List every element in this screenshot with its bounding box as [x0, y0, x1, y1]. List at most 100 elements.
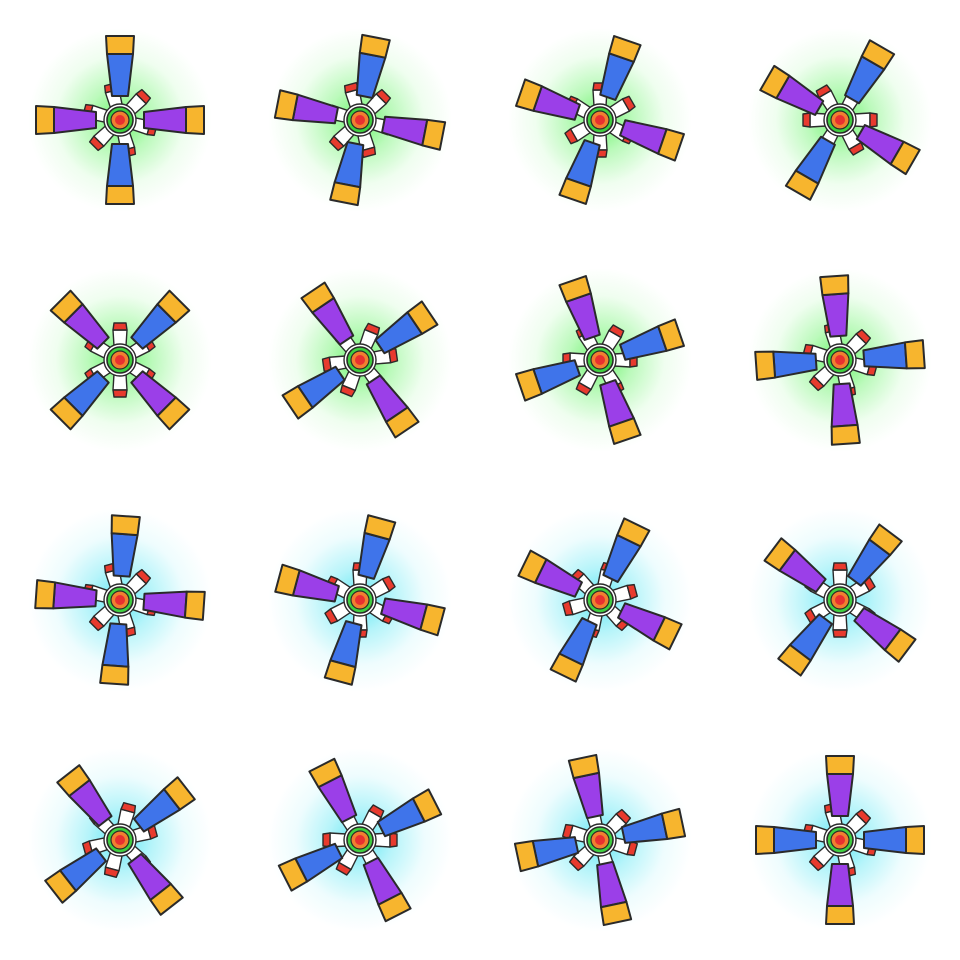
hub-cap: [835, 835, 845, 845]
blade-tip: [163, 776, 196, 811]
blade-tip: [903, 339, 926, 370]
blade: [374, 300, 439, 355]
blade: [127, 852, 184, 916]
blade: [825, 863, 855, 925]
blade-body: [863, 826, 907, 854]
blade-tip: [825, 755, 855, 775]
blade-tip: [657, 318, 685, 352]
blade-tip: [56, 764, 91, 797]
blade-tip: [273, 89, 299, 122]
hub-cap: [115, 355, 125, 365]
hub-cap: [835, 115, 845, 125]
fin-tip: [135, 88, 152, 105]
blade-tip: [183, 590, 206, 621]
blade-tip: [819, 274, 850, 297]
blade: [619, 318, 685, 361]
blade-tip: [105, 185, 135, 205]
blade-tip: [755, 825, 775, 855]
blade-ring: [273, 33, 447, 207]
blade: [34, 579, 98, 610]
fin-tip: [615, 808, 632, 825]
fin-tip: [368, 804, 385, 819]
fin-tip: [568, 855, 585, 872]
blade-tip: [358, 33, 391, 59]
blade: [105, 35, 135, 97]
fin-tip: [364, 322, 381, 336]
hub-cap: [355, 835, 365, 845]
blade-body: [826, 773, 854, 817]
fin: [802, 112, 827, 128]
fin-tip: [324, 608, 339, 625]
blade-ring: [274, 514, 446, 686]
blade-ring: [281, 281, 439, 439]
fin-tip: [802, 112, 811, 128]
fin-tip: [120, 802, 137, 814]
hub-cap: [355, 355, 365, 365]
blade: [819, 274, 850, 338]
blade-ring: [515, 35, 685, 205]
frames-layer: [28, 28, 932, 932]
blade: [863, 825, 925, 855]
fin: [611, 583, 638, 603]
fin: [103, 851, 123, 878]
blade-tip: [377, 891, 412, 923]
blade-ring: [515, 275, 685, 445]
propeller-frame: [28, 268, 212, 452]
blade-tip: [600, 900, 633, 927]
fin-tip: [88, 615, 105, 632]
blade-tip: [274, 563, 301, 597]
blade: [862, 339, 926, 370]
blade-tip: [44, 869, 77, 904]
blade-tip: [277, 857, 309, 892]
fin-tip: [808, 375, 825, 392]
blade: [329, 141, 365, 207]
blade: [825, 755, 855, 817]
blade-ring: [49, 289, 191, 431]
propeller-frame: [28, 748, 212, 932]
fin-tip: [135, 568, 152, 585]
blade: [515, 359, 581, 402]
blade: [855, 124, 921, 176]
blade: [44, 847, 108, 904]
fin-tip: [608, 324, 625, 339]
blade: [308, 757, 358, 824]
blade-ring: [755, 755, 925, 925]
blade: [777, 613, 833, 677]
blade-tip: [905, 825, 925, 855]
blade: [759, 64, 825, 116]
fin-tip: [339, 384, 356, 398]
hub-cap: [835, 595, 845, 605]
fin-tip: [328, 135, 345, 152]
blade-tip: [517, 549, 548, 584]
fin: [832, 613, 848, 638]
blade-tip: [652, 616, 683, 651]
propeller-frame: [268, 28, 452, 212]
blade: [277, 842, 344, 892]
blade-tip: [99, 663, 130, 686]
blade: [602, 517, 651, 583]
blade: [132, 776, 196, 833]
blade-tip: [889, 140, 921, 176]
blade-tip: [308, 757, 343, 789]
propeller-frame: [268, 268, 452, 452]
fin-tip: [621, 95, 636, 112]
blade: [513, 836, 580, 873]
blade: [517, 549, 583, 598]
fin: [112, 373, 128, 398]
blade-tip: [513, 840, 540, 873]
blade-tip: [784, 169, 820, 201]
blade-ring: [754, 274, 926, 446]
blade: [49, 370, 110, 431]
propeller-frame: [748, 28, 932, 212]
fin-tip: [381, 575, 396, 592]
blade: [853, 607, 917, 663]
propeller-frame: [748, 508, 932, 692]
blade-tip: [110, 514, 141, 537]
blade-tip: [406, 300, 439, 335]
blade: [596, 860, 633, 927]
blade-tip: [558, 177, 592, 205]
blade: [376, 788, 443, 838]
fin-tip: [112, 322, 128, 331]
blade-tip: [558, 275, 592, 303]
blade-tip: [608, 417, 642, 445]
